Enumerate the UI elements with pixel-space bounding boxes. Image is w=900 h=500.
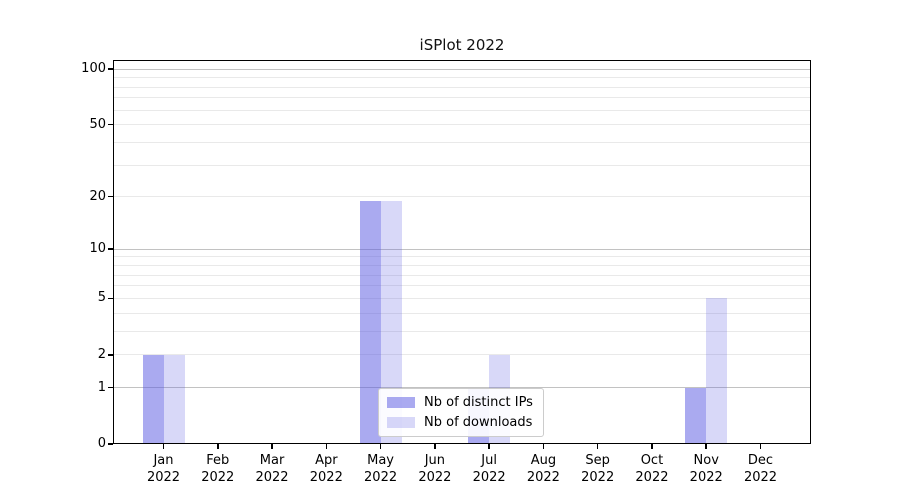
y-tick-label-0: 0 bbox=[97, 436, 106, 451]
gridline-y-9 bbox=[113, 256, 811, 258]
legend-swatch-icon bbox=[387, 417, 415, 428]
x-tick-mark bbox=[325, 444, 328, 449]
x-tick-mark bbox=[162, 444, 165, 449]
x-tick-mark bbox=[488, 444, 490, 449]
x-tick-label-oct-2022: Oct 2022 bbox=[635, 453, 669, 485]
x-tick-mark bbox=[759, 444, 762, 449]
x-tick-mark bbox=[705, 444, 707, 449]
bar-nb-of-distinct-ips-jan-2022 bbox=[142, 354, 164, 444]
x-tick-label-feb-2022: Feb 2022 bbox=[201, 453, 235, 485]
y-tick-label-2: 2 bbox=[97, 346, 106, 362]
gridline-y-70 bbox=[113, 97, 811, 99]
gridline-y-2 bbox=[113, 354, 811, 356]
gridline-y-5 bbox=[113, 297, 811, 299]
gridline-y-50 bbox=[113, 124, 811, 126]
y-tick-mark bbox=[108, 386, 113, 389]
x-tick-label-may-2022: May 2022 bbox=[364, 453, 398, 485]
plot-area: Nb of distinct IPs Nb of downloads bbox=[113, 60, 811, 444]
gridline-y-40 bbox=[113, 141, 811, 143]
legend-label: Nb of distinct IPs bbox=[424, 395, 533, 410]
y-tick-mark bbox=[108, 443, 113, 445]
x-tick-label-jan-2022: Jan 2022 bbox=[146, 453, 181, 485]
gridline-y-1 bbox=[113, 387, 811, 389]
x-tick-label-dec-2022: Dec 2022 bbox=[743, 453, 778, 485]
chart-title: iSPlot 2022 bbox=[419, 36, 505, 54]
y-tick-label-5: 5 bbox=[97, 290, 106, 306]
legend-label: Nb of downloads bbox=[424, 415, 533, 430]
x-tick-mark bbox=[379, 444, 382, 449]
y-tick-label-50: 50 bbox=[89, 116, 106, 132]
gridline-y-20 bbox=[113, 196, 811, 198]
x-tick-label-jul-2022: Jul 2022 bbox=[472, 453, 506, 485]
gridline-y-60 bbox=[113, 109, 811, 111]
gridline-y-3 bbox=[113, 330, 811, 332]
gridline-y-4 bbox=[113, 312, 811, 314]
bar-nb-of-distinct-ips-may-2022 bbox=[359, 200, 381, 444]
gridline-y-80 bbox=[113, 86, 811, 88]
bar-nb-of-downloads-nov-2022 bbox=[706, 298, 728, 444]
x-tick-mark bbox=[271, 444, 273, 449]
y-tick-mark bbox=[108, 248, 113, 250]
y-tick-mark bbox=[108, 195, 113, 198]
bar-nb-of-downloads-may-2022 bbox=[380, 200, 402, 444]
x-tick-mark bbox=[542, 444, 545, 449]
gridline-y-8 bbox=[113, 265, 811, 267]
bar-nb-of-distinct-ips-nov-2022 bbox=[685, 387, 707, 444]
gridline-y-7 bbox=[113, 274, 811, 276]
bar-nb-of-downloads-jan-2022 bbox=[163, 354, 185, 444]
gridline-y-100 bbox=[113, 68, 811, 70]
gridline-y-90 bbox=[113, 77, 811, 79]
y-tick-mark bbox=[108, 123, 113, 126]
x-tick-mark bbox=[217, 444, 219, 449]
y-tick-label-100: 100 bbox=[81, 61, 106, 77]
y-tick-mark bbox=[108, 354, 113, 356]
x-tick-mark bbox=[651, 444, 653, 449]
gridline-y-10 bbox=[113, 248, 811, 250]
y-tick-mark bbox=[108, 297, 113, 300]
y-tick-label-20: 20 bbox=[89, 188, 106, 204]
y-tick-label-10: 10 bbox=[89, 241, 106, 257]
gridline-y-30 bbox=[113, 164, 811, 166]
legend: Nb of distinct IPs Nb of downloads bbox=[378, 388, 544, 437]
x-tick-mark bbox=[434, 444, 436, 449]
x-tick-mark bbox=[596, 444, 599, 449]
legend-item: Nb of downloads bbox=[387, 415, 533, 430]
x-axis: Jan 2022 Feb 2022 Mar 2022 Apr 2022 May 2022 Jun 20… bbox=[113, 444, 811, 496]
x-tick-label-jun-2022: Jun 2022 bbox=[418, 453, 452, 485]
gridline-y-6 bbox=[113, 285, 811, 287]
legend-item: Nb of distinct IPs bbox=[387, 395, 533, 410]
x-tick-label-sep-2022: Sep 2022 bbox=[581, 453, 615, 485]
x-tick-label-mar-2022: Mar 2022 bbox=[255, 453, 289, 485]
y-tick-label-1: 1 bbox=[97, 379, 106, 395]
x-tick-label-aug-2022: Aug 2022 bbox=[526, 453, 560, 485]
x-tick-label-nov-2022: Nov 2022 bbox=[689, 453, 723, 485]
x-tick-label-apr-2022: Apr 2022 bbox=[309, 453, 343, 485]
legend-swatch-icon bbox=[387, 397, 415, 408]
y-axis: 0 1 2 5 10 20 50 100 bbox=[0, 60, 106, 451]
y-tick-mark bbox=[108, 68, 113, 70]
